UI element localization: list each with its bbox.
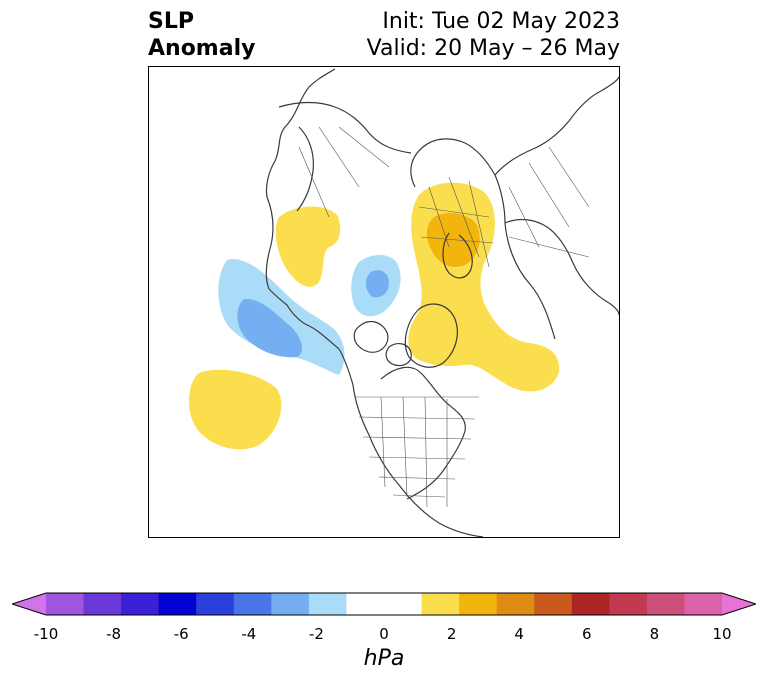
colorbar-cell bbox=[609, 593, 648, 615]
colorbar-tick-label: 8 bbox=[649, 625, 660, 643]
colorbar-cell bbox=[684, 593, 723, 615]
colorbar-tick-label: -2 bbox=[308, 625, 324, 643]
colorbar-tick-label: 0 bbox=[379, 625, 389, 643]
init-date: Init: Tue 02 May 2023 bbox=[382, 9, 620, 34]
positive-anomaly-alaska-east bbox=[275, 206, 341, 287]
positive-anomaly-north-pacific bbox=[188, 369, 282, 450]
colorbar-cell bbox=[346, 593, 385, 615]
colorbar-cell bbox=[233, 593, 272, 615]
colorbar-cell bbox=[121, 593, 160, 615]
colorbar-cell bbox=[308, 593, 347, 615]
political-borders bbox=[298, 126, 590, 508]
colorbar-cell bbox=[158, 593, 197, 615]
anomaly-fills bbox=[188, 182, 560, 450]
colorbar-cell bbox=[534, 593, 573, 615]
colorbar-cell bbox=[571, 593, 610, 615]
colorbar-cells bbox=[46, 593, 723, 615]
map-svg bbox=[188, 68, 619, 537]
colorbar-cell bbox=[646, 593, 685, 615]
title-dates: Init: Tue 02 May 2023 Valid: 20 May – 26… bbox=[367, 8, 620, 62]
colorbar-cell bbox=[496, 593, 535, 615]
colorbar-tick-label: -4 bbox=[241, 625, 257, 643]
colorbar-unit: hPa bbox=[363, 646, 405, 671]
colorbar-cell bbox=[459, 593, 498, 615]
title-variable-line1: SLP bbox=[148, 9, 194, 34]
colorbar-cell bbox=[46, 593, 85, 615]
colorbar-tick-label: -6 bbox=[173, 625, 189, 643]
colorbar-tick-label: 2 bbox=[446, 625, 457, 643]
colorbar-cell bbox=[83, 593, 122, 615]
colorbar-tick-label: 10 bbox=[712, 625, 732, 643]
colorbar-cell bbox=[384, 593, 423, 615]
negative-anomaly-gulf-of-alaska bbox=[237, 298, 303, 358]
colorbar-tick-label: 6 bbox=[582, 625, 592, 643]
coastlines bbox=[265, 68, 619, 537]
colorbar-cell bbox=[196, 593, 235, 615]
negative-anomaly-gulf-of-alaska-outer bbox=[218, 259, 345, 375]
negative-anomaly-arctic bbox=[365, 270, 389, 298]
colorbar-outline bbox=[12, 592, 756, 616]
positive-anomaly-siberia-scandinavia bbox=[408, 182, 560, 392]
title-variable: SLP Anomaly bbox=[148, 8, 255, 62]
colorbar-tick-label: -8 bbox=[106, 625, 122, 643]
colorbar-cell bbox=[421, 593, 460, 615]
map-panel bbox=[148, 66, 620, 538]
colorbar-max-extend-triangle bbox=[722, 593, 756, 615]
colorbar-cell bbox=[271, 593, 310, 615]
colorbar-min-extend-triangle bbox=[12, 593, 46, 615]
colorbar bbox=[12, 592, 756, 616]
colorbar-tick-label: 4 bbox=[514, 625, 524, 643]
colorbar-tick-label: -10 bbox=[33, 625, 59, 643]
valid-date: Valid: 20 May – 26 May bbox=[366, 36, 620, 61]
title-variable-line2: Anomaly bbox=[148, 36, 256, 61]
